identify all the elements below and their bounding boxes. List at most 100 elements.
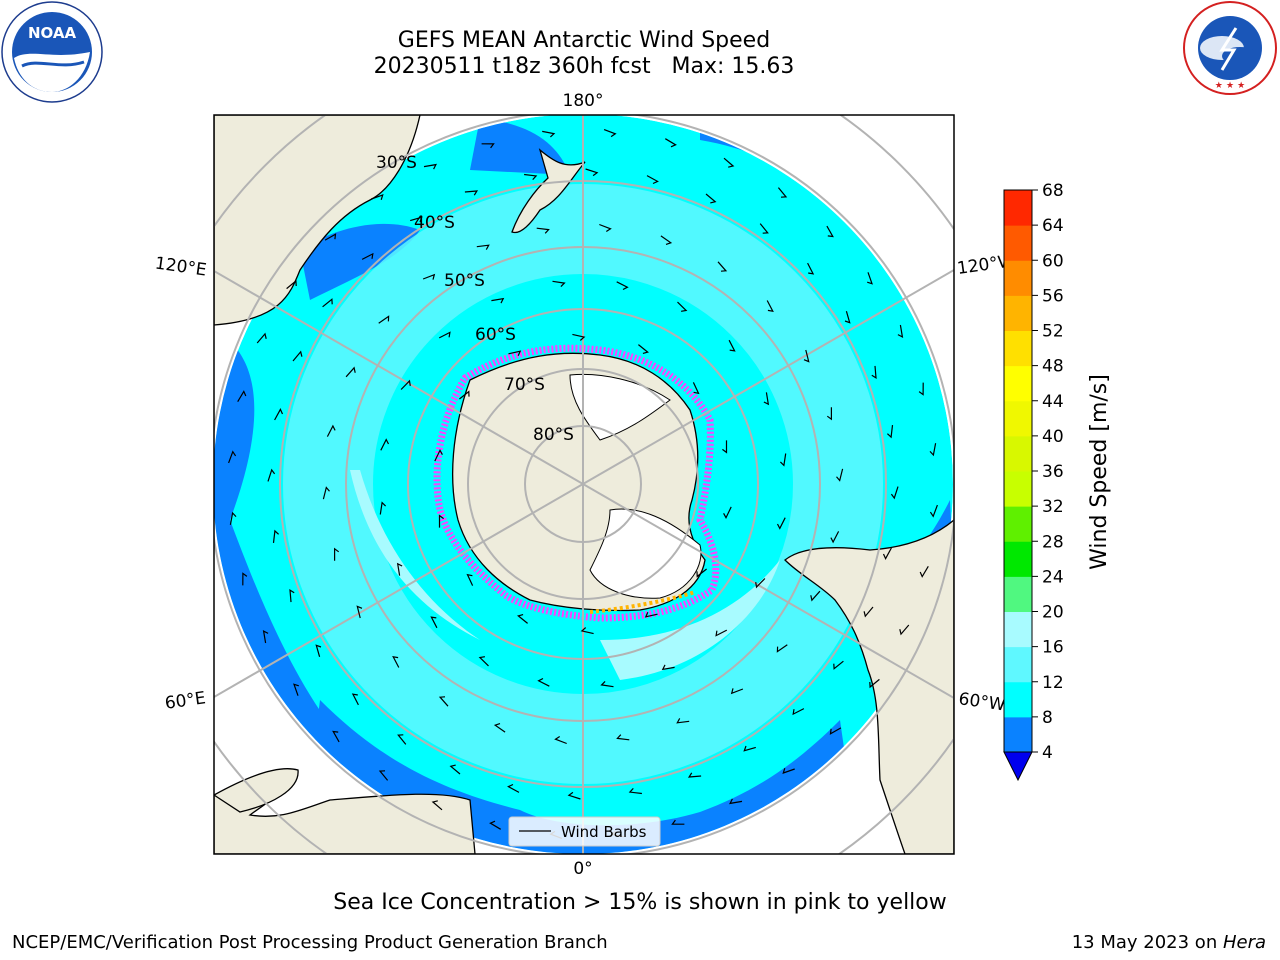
map-subtitle: 20230511 t18z 360h fcst Max: 15.63 (373, 54, 795, 79)
colorbar-segment (1004, 400, 1032, 437)
wind-barb (438, 331, 451, 339)
wind-barb (292, 350, 303, 362)
wind-barb (228, 450, 237, 464)
wind-barb (361, 252, 374, 260)
wind-barb (899, 624, 910, 636)
wind-barb (664, 138, 677, 148)
colorbar-segment (1004, 646, 1032, 683)
colorbar-tick-label: 64 (1042, 216, 1064, 236)
wind-barb (886, 425, 894, 439)
colorbar-tick-label: 48 (1042, 357, 1064, 377)
wind-barb (289, 588, 295, 603)
colorbar-segment (1004, 330, 1032, 367)
colorbar-tick-label: 20 (1042, 603, 1064, 623)
wind-barb (676, 718, 690, 724)
colorbar-segment (1004, 611, 1032, 648)
wind-barb (552, 280, 566, 288)
wind-barb (580, 627, 594, 635)
lon-label-120e: 120°E (154, 254, 208, 281)
wind-barb (929, 504, 938, 518)
wind-barb (554, 735, 567, 745)
colorbar-tick-label: 60 (1042, 251, 1064, 271)
wind-barb (844, 311, 851, 324)
colorbar-segment (1004, 225, 1032, 261)
lat-label-70s: 70°S (504, 375, 545, 395)
legend-label: Wind Barbs (561, 823, 647, 841)
colorbar-segment (1004, 681, 1032, 718)
colorbar-tick-label: 56 (1042, 286, 1064, 306)
map-title: GEFS MEAN Antarctic Wind Speed (397, 28, 771, 53)
wind-barb (334, 547, 340, 561)
svg-text:★ ★ ★: ★ ★ ★ (1215, 81, 1245, 91)
wind-barb (897, 324, 904, 338)
wind-barb (410, 216, 423, 223)
wind-barb (776, 517, 786, 530)
wind-barb (644, 611, 658, 618)
colorbar-segment (1004, 541, 1032, 577)
wind-barb (730, 688, 744, 695)
sea-ice-edge (433, 344, 720, 622)
wind-barb (722, 440, 728, 454)
map-frame: 30°S 40°S 50°S 60°S 70°S 80°S Wind Barbs (214, 115, 954, 854)
wind-barb (867, 272, 873, 285)
wind-barb (779, 453, 787, 467)
land-madagascar (214, 768, 299, 813)
wind-barb (723, 506, 732, 520)
wind-barb (262, 630, 269, 644)
meridian-120w (582, 269, 954, 485)
wind-barb (826, 407, 832, 421)
wind-barb (919, 565, 929, 578)
wind-barb (696, 568, 707, 578)
wind-barb (638, 344, 649, 354)
wind-barb (267, 468, 276, 482)
wind-barb (829, 727, 842, 735)
wind-barb (882, 547, 892, 560)
wind-barb (729, 798, 743, 805)
wind-barb (286, 279, 297, 290)
colorbar-tick-label: 4 (1042, 743, 1053, 763)
wind-barb (491, 297, 505, 304)
graticule (214, 115, 954, 854)
wind-barb (400, 379, 411, 390)
wind-barb (705, 193, 717, 204)
colorbar-tick-label: 28 (1042, 532, 1064, 552)
wind-barb (449, 764, 461, 775)
wind-barb (871, 365, 877, 380)
wind-barb (396, 562, 403, 576)
wind-barb (661, 664, 675, 671)
wind-barb (378, 770, 389, 781)
wind-barb (836, 468, 844, 482)
colorbar-tick-label: 12 (1042, 673, 1064, 693)
footer-date: 13 May 2023 on Hera (1072, 932, 1266, 953)
wind-barb (322, 298, 333, 308)
wind-barb (517, 614, 528, 624)
colorbar-segment (1004, 471, 1032, 507)
wind-barb (537, 677, 550, 687)
wind-barb (356, 605, 363, 619)
lat-label-40s: 40°S (414, 213, 455, 233)
wind-barb (438, 696, 449, 707)
wind-barb (434, 448, 443, 462)
wind-barb (332, 730, 340, 743)
wind-16-20-patch-south (600, 560, 780, 680)
lat-label-30s: 30°S (376, 153, 417, 173)
colorbar-segment (1004, 716, 1032, 753)
colorbar-tick-label: 8 (1042, 708, 1053, 728)
wind-barb (229, 511, 237, 525)
wind-barb (776, 644, 788, 653)
wind-barb (803, 349, 810, 363)
noaa-logo-icon: NOAA (1, 1, 103, 103)
wind-barb (293, 683, 299, 696)
wind-barb (833, 660, 844, 670)
footer-credit: NCEP/EMC/Verification Post Processing Pr… (12, 932, 608, 953)
wind-barb (810, 590, 821, 602)
wind-barb (599, 223, 612, 233)
meridian-60w (582, 483, 954, 699)
wind-barb (826, 225, 834, 238)
wind-barb (755, 578, 766, 589)
colorbar-segment (1004, 190, 1032, 226)
wind-barb (660, 235, 673, 245)
wind-barb (476, 244, 490, 250)
wind-barb (423, 163, 437, 170)
